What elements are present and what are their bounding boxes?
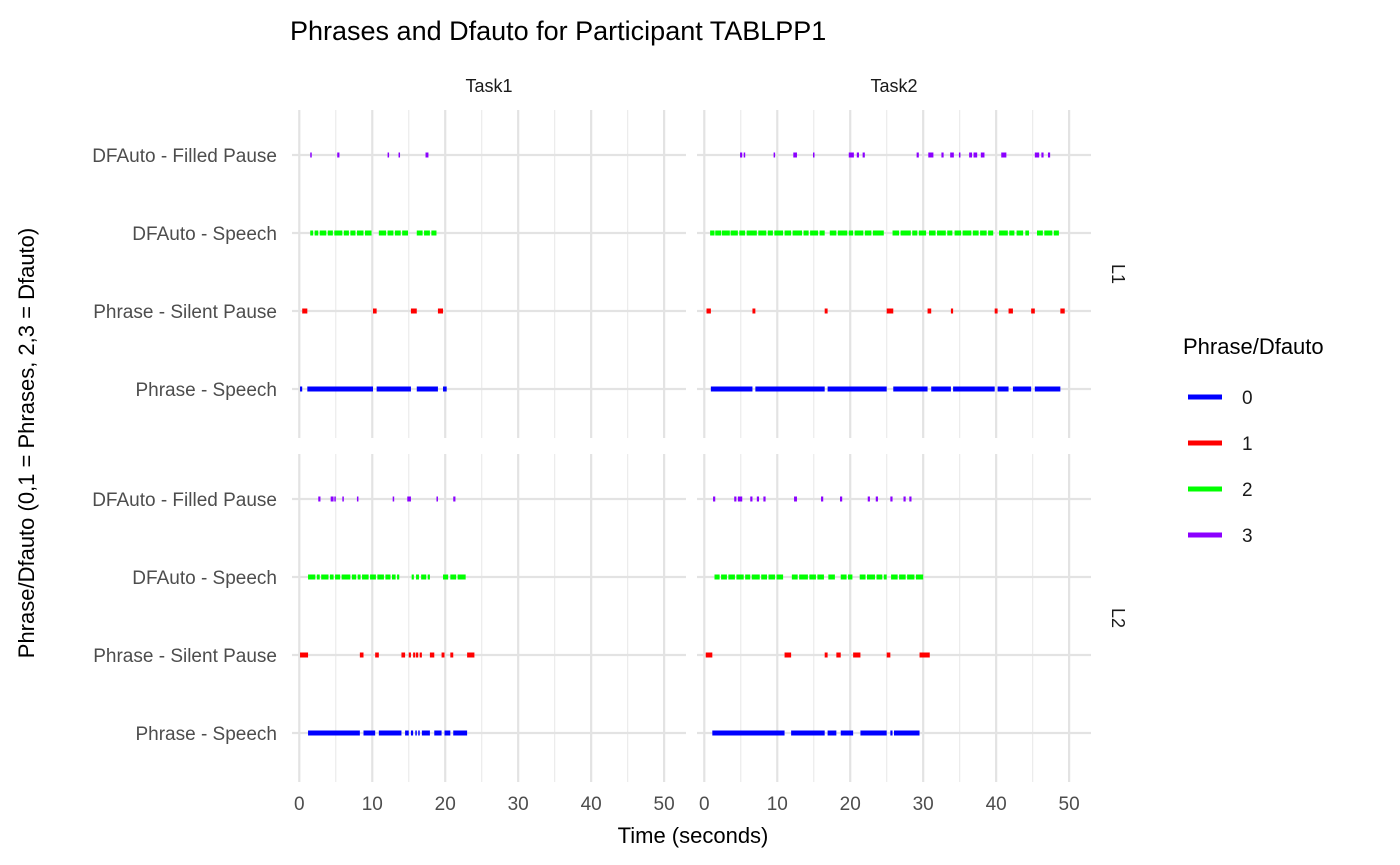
y-tick-label: Phrase - Speech bbox=[135, 380, 277, 401]
x-tick-label: 30 bbox=[508, 794, 529, 815]
legend-item: 2 bbox=[1188, 480, 1253, 501]
legend-label: 2 bbox=[1242, 480, 1253, 501]
legend-title: Phrase/Dfauto bbox=[1183, 334, 1324, 359]
x-tick-label: 20 bbox=[840, 794, 861, 815]
x-tick-label: 0 bbox=[699, 794, 710, 815]
x-tick-label: 40 bbox=[581, 794, 602, 815]
x-tick-label: 0 bbox=[294, 794, 305, 815]
legend-item: 3 bbox=[1188, 526, 1253, 547]
column-strip-label: Task2 bbox=[870, 76, 917, 96]
x-tick-label: 50 bbox=[654, 794, 675, 815]
y-tick-label: Phrase - Silent Pause bbox=[93, 646, 277, 667]
y-tick-label: DFAuto - Filled Pause bbox=[92, 490, 277, 511]
row-strip-label: L1 bbox=[1108, 264, 1128, 284]
legend-items: 0 1 2 3 bbox=[1188, 388, 1253, 547]
legend-item: 0 bbox=[1188, 388, 1253, 409]
facet-panels: Phrase - Speech Phrase - Silent Pause DFAu… bbox=[92, 76, 1128, 815]
legend-item: 1 bbox=[1188, 434, 1253, 455]
x-tick-label: 10 bbox=[767, 794, 788, 815]
legend-label: 1 bbox=[1242, 434, 1253, 455]
column-strip-label: Task1 bbox=[465, 76, 512, 96]
x-tick-label: 10 bbox=[362, 794, 383, 815]
y-tick-label: DFAuto - Filled Pause bbox=[92, 146, 277, 167]
y-tick-label: DFAuto - Speech bbox=[132, 224, 277, 245]
y-axis-label: Phrase/Dfauto (0,1 = Phrases, 2,3 = Dfau… bbox=[14, 228, 39, 658]
x-axis-label: Time (seconds) bbox=[618, 823, 769, 848]
y-tick-label: Phrase - Speech bbox=[135, 724, 277, 745]
y-tick-label: Phrase - Silent Pause bbox=[93, 302, 277, 323]
x-tick-label: 40 bbox=[986, 794, 1007, 815]
legend: Phrase/Dfauto 0 1 2 3 bbox=[1183, 334, 1324, 547]
x-tick-label: 50 bbox=[1059, 794, 1080, 815]
x-tick-label: 30 bbox=[913, 794, 934, 815]
row-strip-label: L2 bbox=[1108, 608, 1128, 628]
legend-label: 0 bbox=[1242, 388, 1253, 409]
legend-label: 3 bbox=[1242, 526, 1253, 547]
chart-title: Phrases and Dfauto for Participant TABLP… bbox=[290, 16, 826, 46]
y-tick-label: DFAuto - Speech bbox=[132, 568, 277, 589]
x-tick-label: 20 bbox=[435, 794, 456, 815]
